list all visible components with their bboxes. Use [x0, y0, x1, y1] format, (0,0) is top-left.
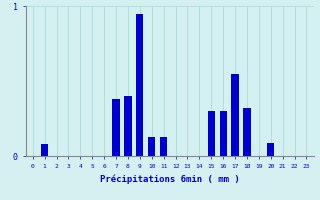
Bar [136, 14, 143, 156]
Bar [208, 111, 215, 156]
Bar [148, 137, 155, 156]
Bar [244, 108, 251, 156]
Bar [41, 144, 48, 156]
X-axis label: Précipitations 6min ( mm ): Précipitations 6min ( mm ) [100, 174, 239, 184]
Bar [112, 99, 120, 156]
Bar [267, 142, 274, 156]
Bar [220, 111, 227, 156]
Bar [124, 96, 132, 156]
Bar [160, 137, 167, 156]
Bar [231, 73, 239, 156]
